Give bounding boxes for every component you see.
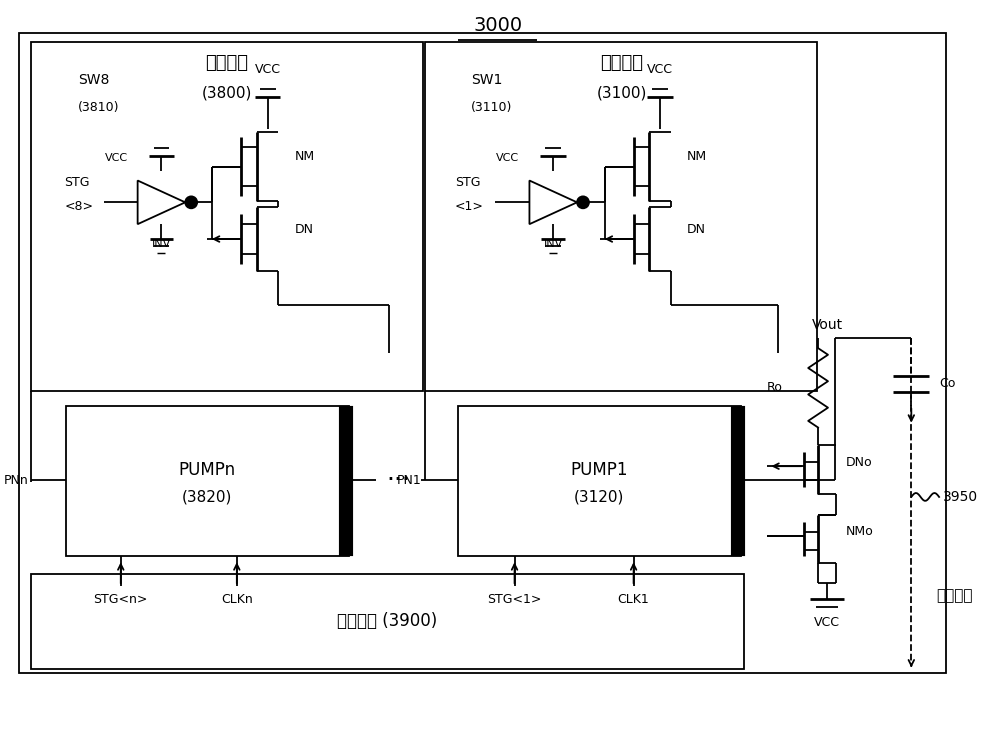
Text: STG<n>: STG<n> [94, 592, 148, 605]
Text: STG: STG [64, 176, 90, 189]
Text: (3100): (3100) [596, 86, 647, 100]
Text: INV: INV [544, 239, 563, 249]
Text: PUMPn: PUMPn [179, 461, 236, 479]
Text: SW1: SW1 [471, 73, 502, 87]
Text: 放电路径: 放电路径 [936, 589, 973, 604]
Bar [731, 405, 745, 556]
Bar [458, 405, 741, 556]
Text: VCC: VCC [496, 152, 520, 163]
Text: ···: ··· [387, 468, 411, 492]
Text: PUMP1: PUMP1 [570, 461, 628, 479]
Circle shape [185, 196, 197, 208]
Text: (3810): (3810) [78, 100, 120, 114]
Text: <8>: <8> [64, 200, 93, 213]
Text: CLK1: CLK1 [618, 592, 649, 605]
Bar [763, 329, 903, 668]
Text: VCC: VCC [255, 63, 281, 76]
Text: (3820): (3820) [182, 490, 232, 504]
Text: 级控制器 (3900): 级控制器 (3900) [337, 612, 438, 630]
Text: DN: DN [294, 223, 313, 235]
Text: SW8: SW8 [78, 73, 109, 87]
Text: <1>: <1> [455, 200, 484, 213]
Bar [339, 405, 353, 556]
Text: INV: INV [152, 239, 171, 249]
Bar [425, 42, 817, 391]
Circle shape [577, 196, 589, 208]
Text: 3950: 3950 [943, 490, 978, 504]
Text: STG<1>: STG<1> [487, 592, 542, 605]
Text: STG: STG [455, 176, 481, 189]
Text: Co: Co [939, 377, 955, 391]
Text: VCC: VCC [105, 152, 128, 163]
Text: DN: DN [687, 223, 706, 235]
Bar [19, 33, 946, 672]
Text: CLKn: CLKn [221, 592, 253, 605]
Text: PNn: PNn [4, 474, 29, 487]
Text: 3000: 3000 [473, 16, 522, 35]
Text: VCC: VCC [647, 63, 673, 76]
Text: Ro: Ro [766, 381, 782, 394]
Text: 第八级泵: 第八级泵 [205, 54, 248, 73]
Bar [31, 42, 423, 391]
Text: (3110): (3110) [471, 100, 512, 114]
Text: VCC: VCC [814, 616, 840, 630]
Text: NM: NM [294, 150, 314, 163]
Bar [441, 53, 798, 306]
Bar [31, 575, 744, 668]
Text: NM: NM [687, 150, 707, 163]
Text: DNo: DNo [846, 456, 872, 468]
Text: Vout: Vout [812, 318, 843, 332]
Text: 第一级泵: 第一级泵 [600, 54, 643, 73]
Text: NMo: NMo [846, 525, 874, 538]
Text: (3800): (3800) [202, 86, 252, 100]
Bar [66, 405, 349, 556]
Bar [48, 53, 405, 306]
Text: PN1: PN1 [397, 474, 421, 487]
Text: (3120): (3120) [574, 490, 624, 504]
